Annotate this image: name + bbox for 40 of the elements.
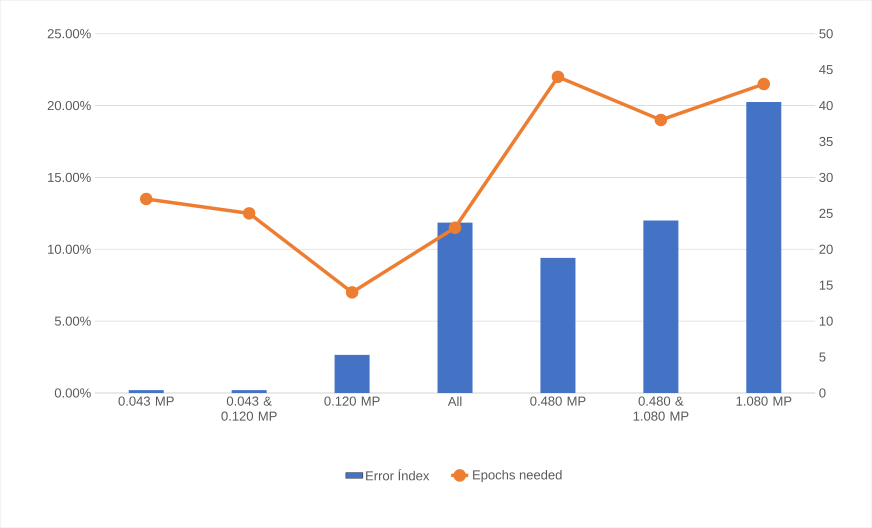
y2-tick-label: 0 <box>819 388 826 398</box>
y-tick-label: 10.00% <box>48 244 91 254</box>
y2-tick-label: 50 <box>819 29 833 38</box>
y-tick-label: 20.00% <box>48 101 91 110</box>
x-tick-label: 0.480 MP <box>530 396 586 406</box>
bar <box>540 258 576 394</box>
point <box>448 222 462 234</box>
bar <box>232 390 267 394</box>
y2-tick-label: 35 <box>819 137 833 146</box>
y2-tick-label: 45 <box>819 65 833 74</box>
point <box>758 78 770 90</box>
y2-tick-label: 15 <box>820 280 833 290</box>
x-tick-label: 0.120 MP <box>324 396 380 406</box>
legend-label: Epochs needed <box>473 470 562 482</box>
x-tick-label: 0.043 MP <box>118 396 174 406</box>
y-tick-label: 25.00% <box>48 29 91 38</box>
x-tick-label: All <box>448 396 462 406</box>
y2-tick-label: 30 <box>819 172 833 182</box>
bar <box>746 102 782 394</box>
x-tick-label: 0.480 & 1.080 MP <box>634 396 688 421</box>
bar <box>334 355 370 394</box>
y-tick-label: 5.00% <box>54 316 91 326</box>
y2-tick-label: 20 <box>819 244 833 254</box>
y2-tick-label: 10 <box>820 316 833 326</box>
x-tick-label: 0.043 & 0.120 MP <box>221 396 277 421</box>
x-tick-label: 1.080 MP <box>736 396 792 406</box>
point <box>242 207 256 220</box>
bar <box>438 222 473 394</box>
y2-tick-label: 40 <box>819 101 833 110</box>
y2-tick-label: 25 <box>819 208 833 218</box>
bar <box>128 390 164 394</box>
bar <box>643 220 678 394</box>
y2-tick-label: 5 <box>819 352 826 362</box>
legend-label: Error Índex <box>366 469 430 481</box>
point <box>654 114 668 126</box>
y-tick-label: 0.00% <box>54 388 91 398</box>
point <box>346 286 358 299</box>
y-tick-label: 15.00% <box>48 172 91 182</box>
point <box>552 70 564 84</box>
point <box>140 192 152 206</box>
